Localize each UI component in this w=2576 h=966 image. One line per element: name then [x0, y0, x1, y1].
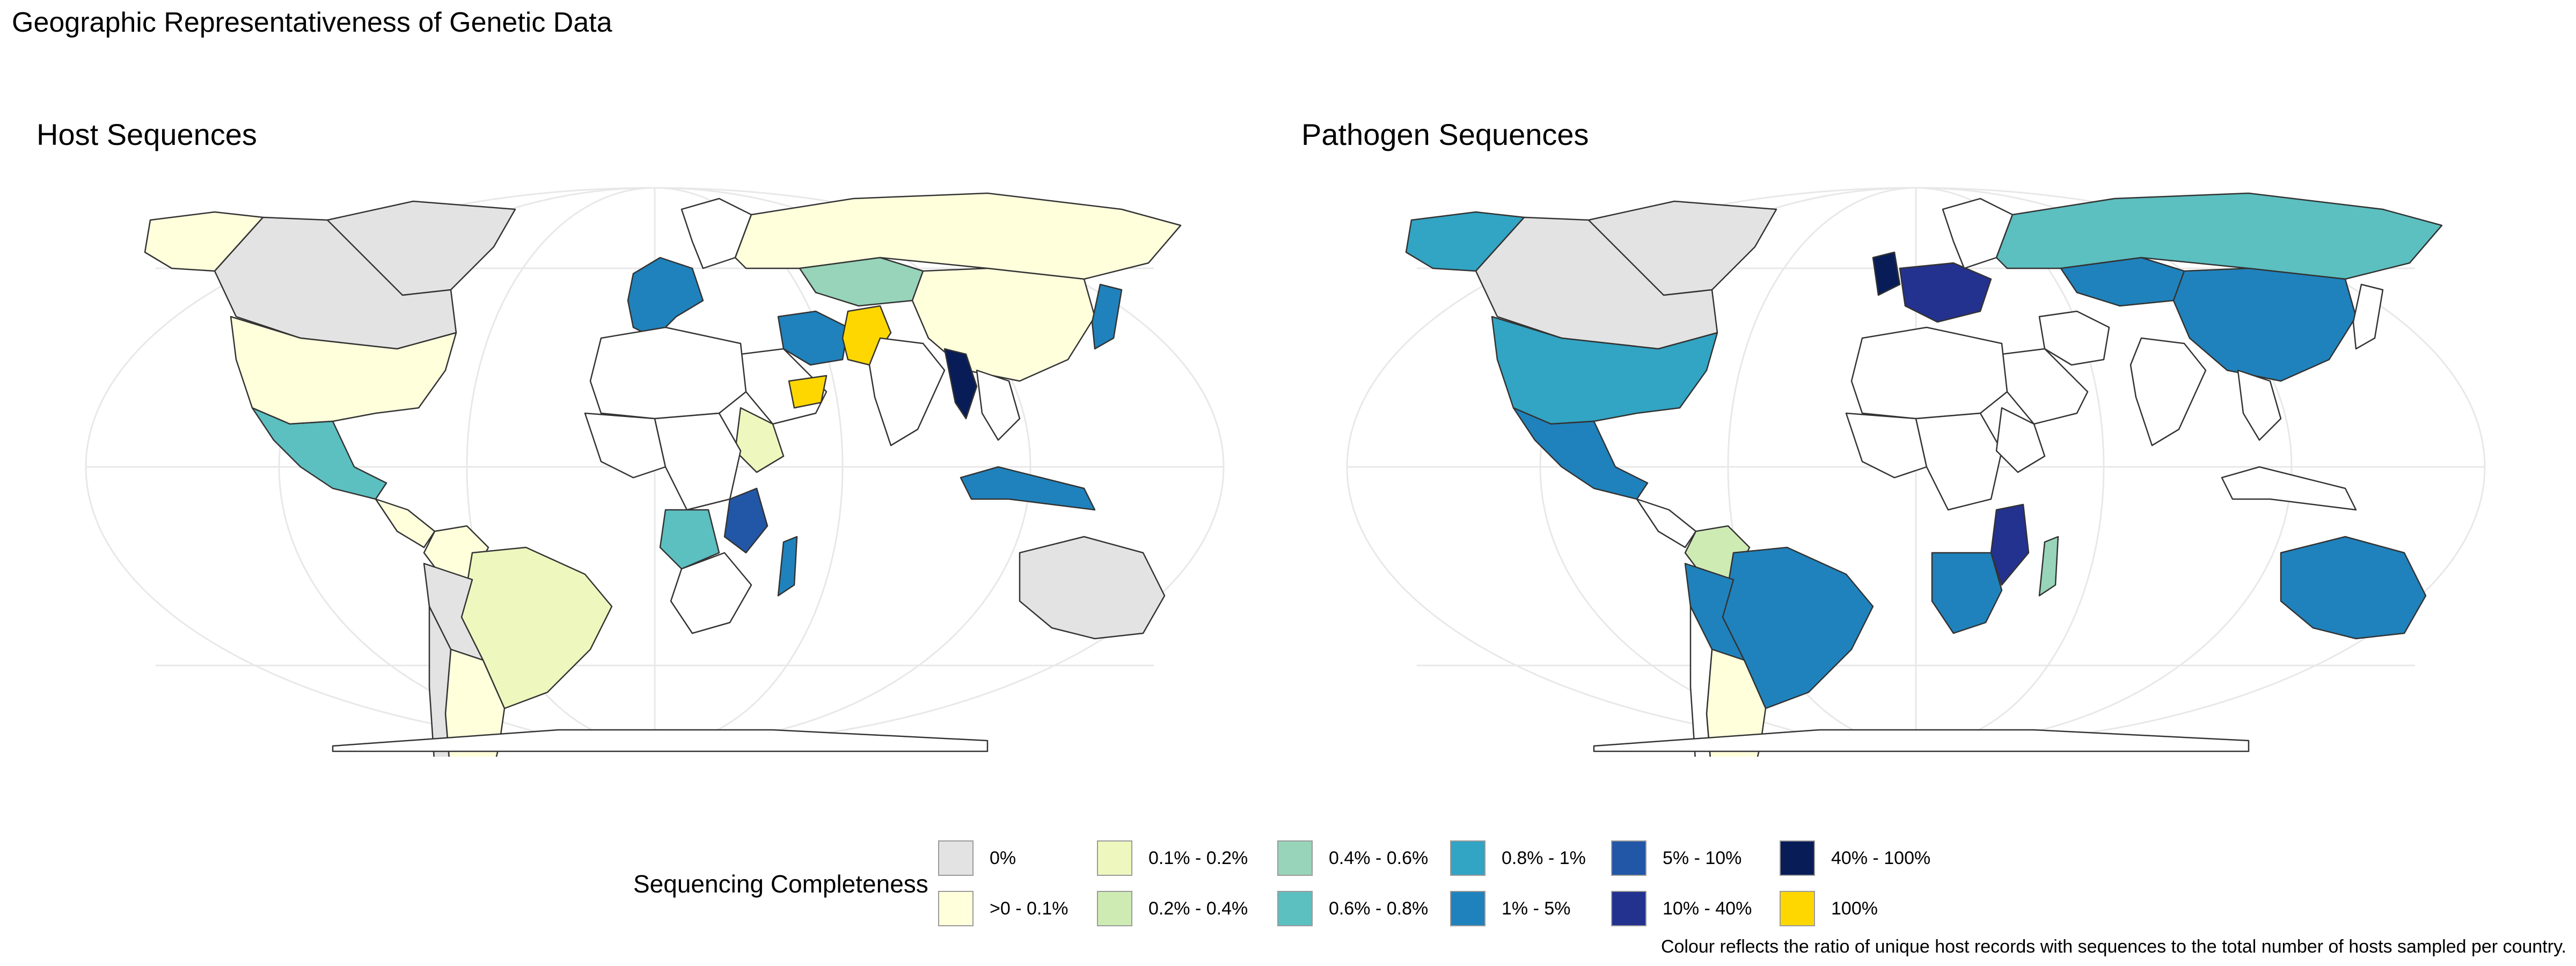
legend-item-8: 5% - 10%: [1611, 840, 1741, 876]
legend-swatch: [1611, 840, 1646, 876]
legend-item-1: >0 - 0.1%: [938, 891, 1068, 926]
host-region-central-africa: [654, 412, 742, 511]
host-region-antarctica: [332, 729, 989, 752]
host-region-australia: [1019, 536, 1166, 640]
host-region-mexico: [251, 407, 387, 500]
legend-label: 0.6% - 0.8%: [1329, 898, 1429, 919]
pathogen-region-madagascar: [2038, 536, 2059, 597]
pathogen-region-central-america: [1636, 498, 1697, 548]
host-land: [144, 192, 1182, 757]
host-panel-title: Host Sequences: [36, 118, 257, 151]
pathogen-region-india: [2129, 337, 2207, 447]
legend-item-11: 100%: [1780, 891, 1878, 926]
host-region-angola: [659, 509, 720, 570]
pathogen-region-central-africa: [1915, 412, 2003, 511]
pathogen-panel-title: Pathogen Sequences: [1301, 118, 1589, 151]
legend-item-6: 0.8% - 1%: [1450, 840, 1586, 876]
host-region-myanmar: [943, 348, 978, 420]
legend-swatch: [1780, 891, 1815, 926]
host-region-india: [868, 337, 946, 447]
host-region-indonesia: [960, 466, 1096, 511]
legend-label: 0.8% - 1%: [1502, 847, 1586, 868]
pathogen-region-antarctica: [1593, 729, 2250, 752]
legend-swatch: [1097, 891, 1132, 926]
host-region-western-europe: [627, 257, 704, 339]
pathogen-region-central-europe: [1899, 262, 1992, 323]
main-title: Geographic Representativeness of Genetic…: [12, 7, 612, 38]
pathogen-region-australia: [2280, 536, 2427, 640]
legend-label: 5% - 10%: [1663, 847, 1742, 868]
pathogen-land: [1405, 192, 2443, 757]
legend-item-3: 0.2% - 0.4%: [1097, 891, 1248, 926]
legend-item-7: 1% - 5%: [1450, 891, 1571, 926]
legend-label: 10% - 40%: [1663, 898, 1752, 919]
legend-swatch: [1450, 891, 1485, 926]
legend-item-4: 0.4% - 0.6%: [1277, 840, 1428, 876]
host-region-central-america: [375, 498, 436, 548]
legend-label: 0.2% - 0.4%: [1148, 898, 1248, 919]
pathogen-region-north-africa: [1850, 326, 2008, 420]
legend-label: >0 - 0.1%: [990, 898, 1069, 919]
pathogen-region-usa: [1491, 316, 1718, 425]
legend-label: 40% - 100%: [1831, 847, 1931, 868]
pathogen-region-southeast-asia: [2237, 369, 2282, 441]
pathogen-region-mexico: [1512, 407, 1649, 500]
legend-label: 100%: [1831, 898, 1878, 919]
legend-item-5: 0.6% - 0.8%: [1277, 891, 1428, 926]
pathogen-region-mozambique: [1990, 503, 2030, 586]
pathogen-region-indonesia: [2221, 466, 2357, 511]
host-region-alaska: [144, 211, 264, 272]
pathogen-region-west-africa: [1845, 412, 1928, 479]
host-region-usa: [230, 316, 457, 425]
legend-swatch: [1277, 840, 1313, 876]
host-region-west-africa: [584, 412, 667, 479]
pathogen-region-united-kingdom: [1872, 251, 1901, 296]
host-region-southern-africa: [670, 552, 752, 634]
pathogen-region-japan: [2352, 283, 2384, 350]
legend-swatch: [1097, 840, 1132, 876]
host-map: [85, 187, 1225, 757]
host-region-tanzania: [723, 487, 769, 554]
host-region-madagascar: [777, 536, 798, 597]
legend-swatch: [1611, 891, 1646, 926]
legend-swatch: [938, 840, 974, 876]
legend-item-2: 0.1% - 0.2%: [1097, 840, 1248, 876]
pathogen-region-chile: [1689, 605, 1713, 757]
caption: Colour reflects the ratio of unique host…: [1660, 936, 2566, 957]
legend-swatch: [1277, 891, 1313, 926]
legend-label: 0.1% - 0.2%: [1148, 847, 1248, 868]
legend-label: 0.4% - 0.6%: [1329, 847, 1429, 868]
legend-swatch: [938, 891, 974, 926]
host-region-southeast-asia: [976, 369, 1021, 441]
pathogen-region-russia: [1995, 192, 2443, 280]
host-region-japan: [1091, 283, 1123, 350]
legend-label: 1% - 5%: [1502, 898, 1571, 919]
legend: 0% >0 - 0.1% 0.1% - 0.2% 0.2% - 0.4% 0.4…: [938, 840, 1985, 937]
pathogen-region-alaska: [1405, 211, 1525, 272]
legend-label: 0%: [990, 847, 1016, 868]
legend-title: Sequencing Completeness: [633, 870, 928, 898]
legend-item-10: 40% - 100%: [1780, 840, 1930, 876]
legend-item-9: 10% - 40%: [1611, 891, 1752, 926]
host-region-oman: [788, 375, 828, 409]
pathogen-region-ethiopia: [1995, 407, 2046, 473]
host-region-north-africa: [589, 326, 747, 420]
legend-swatch: [1450, 840, 1485, 876]
host-region-russia: [734, 192, 1182, 280]
legend-item-0: 0%: [938, 840, 1016, 876]
pathogen-region-china: [2172, 267, 2357, 382]
pathogen-map: [1346, 187, 2486, 757]
legend-swatch: [1780, 840, 1815, 876]
host-region-chile: [428, 605, 452, 757]
pathogen-region-south-africa: [1931, 552, 2003, 634]
